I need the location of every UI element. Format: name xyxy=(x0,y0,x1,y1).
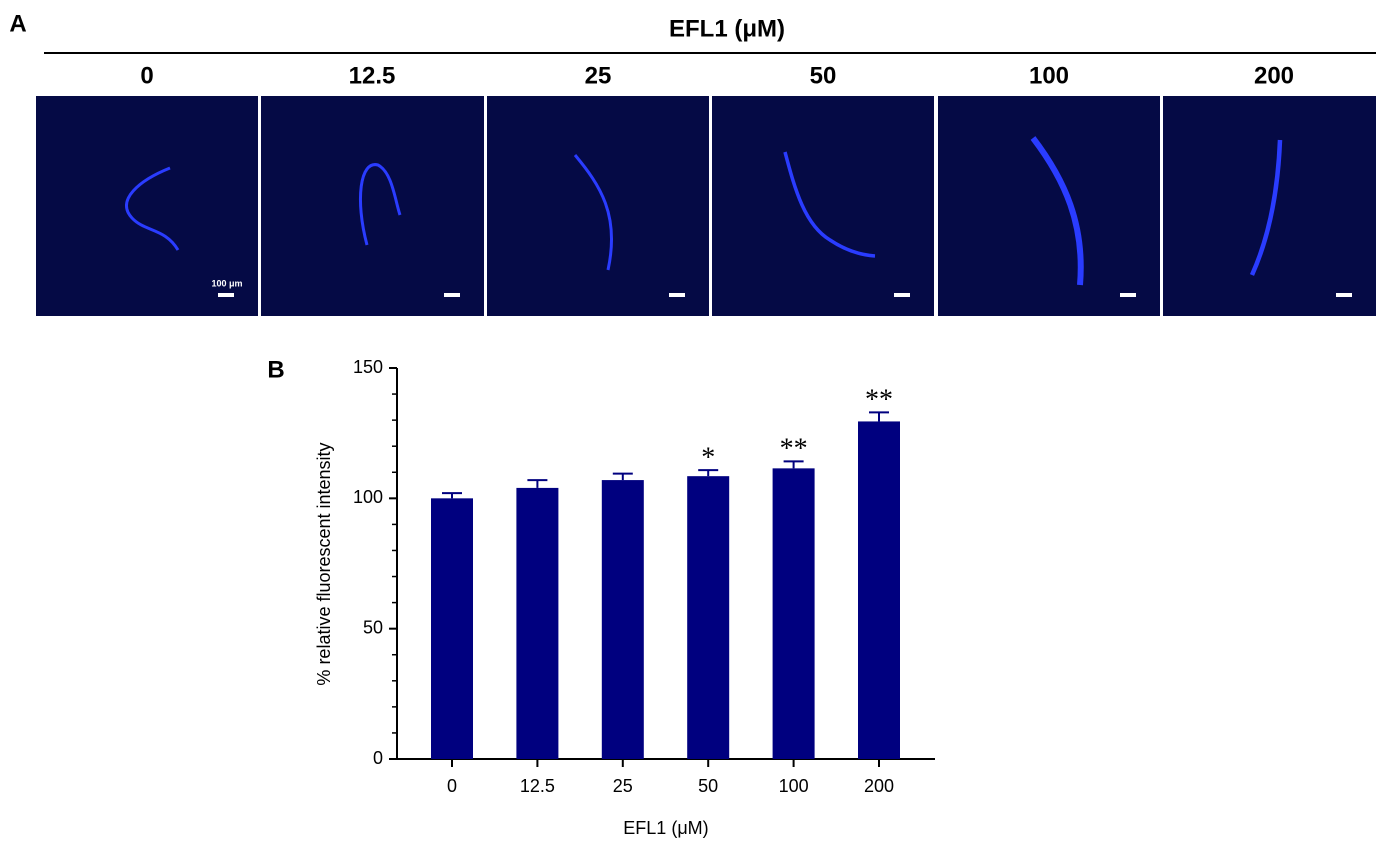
significance-label: * xyxy=(701,443,715,474)
y-tick-label: 100 xyxy=(353,487,383,507)
concentration-label: 25 xyxy=(585,62,612,89)
concentration-label: 200 xyxy=(1254,62,1294,89)
x-tick-label: 25 xyxy=(613,776,633,796)
panel-label: B xyxy=(267,356,284,383)
y-axis-label: % relative fluorescent intensity xyxy=(314,442,334,685)
scale-bar xyxy=(218,293,234,297)
y-tick-label: 150 xyxy=(353,357,383,377)
scale-bar xyxy=(444,293,460,297)
panel-label: A xyxy=(9,10,26,37)
scale-bar xyxy=(669,293,685,297)
x-axis-label: EFL1 (μM) xyxy=(623,818,708,838)
x-tick-label: 100 xyxy=(779,776,809,796)
worm xyxy=(125,166,180,251)
concentration-label: 12.5 xyxy=(349,62,396,89)
worm xyxy=(1249,139,1283,276)
concentration-label: 0 xyxy=(140,62,153,89)
micrograph xyxy=(487,96,709,316)
scale-bar xyxy=(1336,293,1352,297)
concentration-label: 100 xyxy=(1029,62,1069,89)
x-tick-label: 0 xyxy=(447,776,457,796)
worm xyxy=(358,163,402,246)
scale-bar xyxy=(1120,293,1136,297)
worm xyxy=(1030,136,1084,286)
significance-label: ** xyxy=(865,385,893,416)
y-tick-label: 0 xyxy=(373,748,383,768)
bar xyxy=(858,421,900,759)
worm xyxy=(573,154,613,271)
bar xyxy=(772,468,815,759)
y-tick-label: 50 xyxy=(363,617,383,637)
concentration-label: 50 xyxy=(810,62,837,89)
micrograph xyxy=(261,96,484,316)
x-tick-label: 200 xyxy=(864,776,894,796)
micrograph xyxy=(938,96,1160,316)
micrograph xyxy=(36,96,258,316)
worm xyxy=(783,151,876,258)
bar xyxy=(516,487,559,759)
micrograph xyxy=(1163,96,1376,316)
bar xyxy=(431,498,473,759)
significance-label: ** xyxy=(780,434,808,465)
scale-bar-label: 100 μm xyxy=(211,278,242,288)
micrograph xyxy=(712,96,934,316)
x-tick-label: 12.5 xyxy=(520,776,555,796)
panel-title: EFL1 (μM) xyxy=(669,15,785,42)
bar xyxy=(601,480,644,759)
image-row xyxy=(36,96,1376,316)
x-tick-label: 50 xyxy=(698,776,718,796)
bar xyxy=(687,476,730,759)
scale-bar xyxy=(894,293,910,297)
